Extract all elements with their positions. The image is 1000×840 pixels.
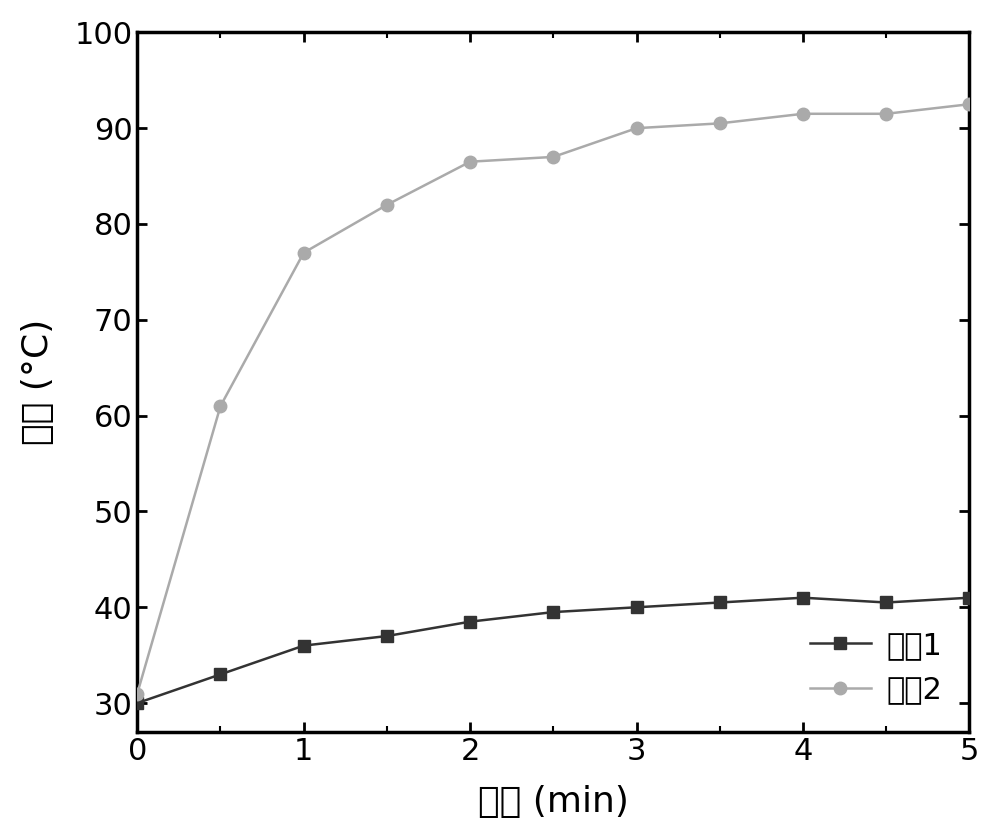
Y-axis label: 温度 (°C): 温度 (°C) bbox=[21, 319, 55, 445]
曲线1 bbox=[963, 593, 975, 603]
曲线1 bbox=[131, 698, 143, 708]
曲线2 bbox=[381, 200, 393, 210]
曲线1 bbox=[714, 597, 726, 607]
曲线2 bbox=[464, 156, 476, 166]
曲线2 bbox=[880, 108, 892, 118]
曲线1 bbox=[631, 602, 643, 612]
曲线2 bbox=[963, 99, 975, 109]
曲线1 bbox=[381, 631, 393, 641]
Legend: 曲线1, 曲线2: 曲线1, 曲线2 bbox=[797, 619, 954, 717]
曲线2 bbox=[714, 118, 726, 129]
曲线2 bbox=[298, 248, 310, 258]
Line: 曲线1: 曲线1 bbox=[131, 591, 976, 709]
曲线2 bbox=[631, 123, 643, 134]
曲线2 bbox=[547, 152, 559, 162]
曲线1 bbox=[797, 593, 809, 603]
曲线2 bbox=[131, 689, 143, 699]
曲线1 bbox=[298, 641, 310, 651]
Line: 曲线2: 曲线2 bbox=[131, 98, 976, 700]
曲线2 bbox=[214, 401, 226, 411]
曲线1 bbox=[214, 669, 226, 680]
曲线1 bbox=[464, 617, 476, 627]
曲线2 bbox=[797, 108, 809, 118]
X-axis label: 时间 (min): 时间 (min) bbox=[478, 785, 629, 819]
曲线1 bbox=[880, 597, 892, 607]
曲线1 bbox=[547, 607, 559, 617]
